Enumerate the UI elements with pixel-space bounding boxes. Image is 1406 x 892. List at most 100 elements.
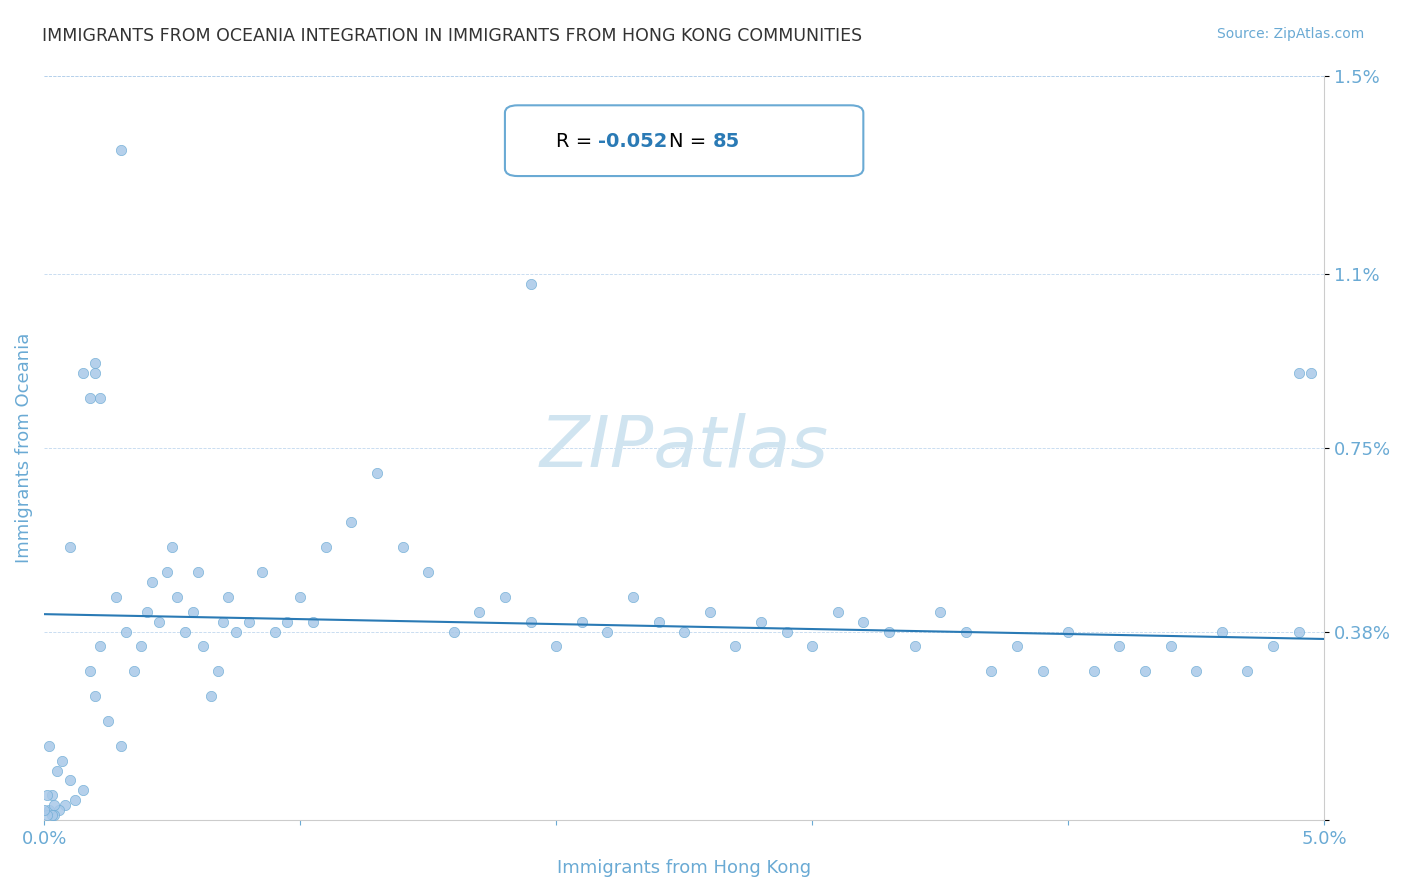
Point	[41, 808, 63, 822]
Point	[1288, 624, 1310, 639]
Point	[955, 624, 977, 639]
Point	[276, 615, 298, 629]
Point	[59, 540, 82, 554]
Point	[181, 605, 204, 619]
Point	[1031, 665, 1053, 679]
Point	[174, 624, 197, 639]
Point	[122, 665, 145, 679]
Point	[84, 367, 107, 381]
Point	[1108, 640, 1130, 654]
Point	[827, 605, 849, 619]
Point	[89, 391, 111, 405]
Point	[494, 590, 516, 604]
Text: -0.052: -0.052	[599, 131, 668, 151]
Point	[1083, 665, 1105, 679]
Point	[53, 798, 76, 813]
Point	[1261, 640, 1284, 654]
Point	[51, 754, 73, 768]
Text: 85: 85	[713, 131, 740, 151]
Point	[217, 590, 239, 604]
Point	[110, 143, 132, 157]
Point	[115, 624, 138, 639]
Point	[63, 793, 86, 807]
Point	[97, 714, 120, 728]
Point	[1288, 367, 1310, 381]
Point	[89, 640, 111, 654]
Point	[1211, 624, 1233, 639]
Point	[302, 615, 325, 629]
Point	[156, 565, 179, 579]
Point	[1301, 367, 1323, 381]
Point	[903, 640, 925, 654]
Point	[416, 565, 439, 579]
Point	[699, 605, 721, 619]
Point	[38, 739, 60, 753]
Point	[79, 391, 101, 405]
Point	[801, 640, 824, 654]
Point	[621, 590, 644, 604]
Point	[263, 624, 285, 639]
Point	[1133, 665, 1156, 679]
Point	[673, 624, 696, 639]
Point	[84, 356, 107, 370]
Point	[191, 640, 214, 654]
Point	[35, 789, 58, 803]
Point	[45, 764, 67, 778]
Point	[852, 615, 875, 629]
Y-axis label: Immigrants from Oceania: Immigrants from Oceania	[15, 333, 32, 563]
Point	[135, 605, 157, 619]
Point	[35, 808, 58, 822]
Point	[980, 665, 1002, 679]
Text: IMMIGRANTS FROM OCEANIA INTEGRATION IN IMMIGRANTS FROM HONG KONG COMMUNITIES: IMMIGRANTS FROM OCEANIA INTEGRATION IN I…	[42, 27, 862, 45]
Point	[212, 615, 235, 629]
Point	[775, 624, 797, 639]
Text: N =: N =	[669, 131, 713, 151]
Point	[749, 615, 772, 629]
Point	[166, 590, 188, 604]
Point	[79, 665, 101, 679]
Point	[44, 808, 66, 822]
Point	[110, 739, 132, 753]
Point	[44, 798, 66, 813]
Point	[647, 615, 669, 629]
Point	[41, 789, 63, 803]
Point	[72, 367, 94, 381]
Point	[1236, 665, 1258, 679]
Text: R =: R =	[557, 131, 599, 151]
Point	[141, 574, 163, 589]
Point	[391, 540, 413, 554]
Point	[250, 565, 273, 579]
Point	[366, 466, 388, 480]
Point	[160, 540, 183, 554]
Point	[1160, 640, 1182, 654]
Point	[59, 773, 82, 788]
Point	[546, 640, 568, 654]
Point	[443, 624, 465, 639]
Point	[519, 615, 541, 629]
FancyBboxPatch shape	[505, 105, 863, 176]
Point	[148, 615, 170, 629]
Point	[48, 803, 70, 817]
Point	[200, 689, 222, 703]
Point	[207, 665, 229, 679]
Point	[1185, 665, 1208, 679]
Text: ZIPatlas: ZIPatlas	[540, 413, 828, 483]
Point	[877, 624, 900, 639]
Point	[187, 565, 209, 579]
Point	[238, 615, 260, 629]
Point	[571, 615, 593, 629]
Point	[724, 640, 747, 654]
Point	[32, 803, 55, 817]
Point	[340, 516, 363, 530]
X-axis label: Immigrants from Hong Kong: Immigrants from Hong Kong	[557, 859, 811, 877]
Point	[1005, 640, 1028, 654]
Point	[1057, 624, 1080, 639]
Point	[225, 624, 247, 639]
Point	[104, 590, 127, 604]
Point	[72, 783, 94, 797]
Point	[315, 540, 337, 554]
Point	[131, 640, 153, 654]
Point	[84, 689, 107, 703]
Point	[288, 590, 311, 604]
Point	[468, 605, 491, 619]
